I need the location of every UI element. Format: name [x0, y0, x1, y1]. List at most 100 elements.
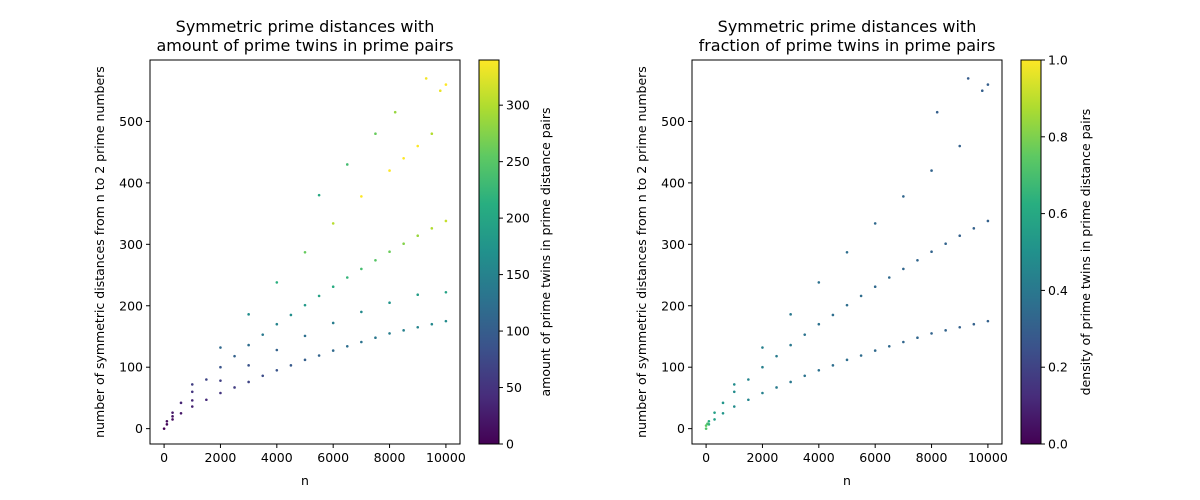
scatter-point — [190, 399, 194, 402]
x-tick-label: 4000 — [261, 450, 293, 465]
y-axis-label: number of symmetric distances from n to … — [92, 66, 107, 438]
colorbar-label: amount of prime twins in prime distance … — [538, 107, 553, 396]
scatter-point — [179, 401, 183, 405]
scatter-point — [360, 195, 363, 198]
scatter-point — [430, 227, 434, 230]
scatter-point — [393, 110, 397, 114]
scatter-point — [275, 348, 279, 352]
scatter-point — [247, 364, 250, 367]
scatter-point — [289, 364, 293, 367]
scatter-point — [171, 418, 174, 421]
scatter-point — [388, 169, 391, 172]
scatter-point — [930, 332, 933, 335]
scatter-point — [345, 276, 349, 279]
scatter-point — [331, 285, 335, 289]
scatter-point — [944, 329, 947, 332]
scatter-point — [388, 301, 391, 304]
scatter-point — [388, 250, 391, 253]
y-axis-label: number of symmetric distances from n to … — [634, 66, 649, 438]
scatter-point — [817, 281, 821, 284]
scatter-point — [761, 346, 764, 349]
scatter-point — [303, 251, 307, 254]
scatter-point — [873, 349, 877, 352]
x-tick-label: 4000 — [803, 450, 835, 465]
colorbar — [478, 59, 500, 445]
y-tick-label: 400 — [661, 175, 685, 190]
y-tick-label: 100 — [661, 360, 685, 375]
colorbar-tick-label: 100 — [506, 324, 530, 339]
scatter-point — [789, 343, 792, 347]
scatter-point — [713, 411, 716, 414]
scatter-point — [958, 325, 962, 329]
x-axis-label: n — [843, 473, 851, 488]
scatter-point — [747, 378, 750, 381]
scatter-point — [416, 325, 420, 329]
y-tick-label: 300 — [119, 237, 143, 252]
plot-area — [691, 59, 1003, 445]
colorbar-tick-label: 0 — [506, 437, 514, 452]
scatter-point — [916, 336, 919, 340]
scatter-point — [930, 250, 933, 253]
scatter-point — [374, 132, 377, 136]
scatter-point — [444, 219, 448, 223]
scatter-point — [247, 380, 250, 384]
scatter-point — [775, 354, 778, 358]
scatter-point — [303, 358, 307, 362]
chart-title-line: Symmetric prime distances with — [718, 17, 977, 36]
scatter-point — [374, 258, 377, 262]
scatter-point — [374, 336, 377, 340]
scatter-point — [732, 383, 736, 386]
chart-left: Symmetric prime distances with amount of … — [92, 17, 553, 488]
scatter-point — [190, 383, 194, 386]
scatter-point — [247, 343, 250, 347]
scatter-point — [944, 242, 947, 246]
scatter-point — [179, 411, 183, 415]
scatter-point — [859, 294, 863, 298]
scatter-point — [303, 334, 307, 338]
scatter-point — [713, 418, 716, 421]
scatter-point — [747, 398, 750, 402]
colorbar-ticks: 0.0 0.2 0.4 0.6 0.8 1.0 — [1041, 53, 1068, 452]
chart-title-line: Symmetric prime distances with — [176, 17, 435, 36]
scatter-point — [171, 411, 174, 414]
scatter-point — [845, 358, 849, 362]
scatter-point — [275, 281, 279, 284]
scatter-point — [360, 310, 363, 314]
scatter-point — [360, 267, 363, 271]
scatter-point — [761, 391, 764, 395]
scatter-point — [873, 285, 877, 289]
scatter-point — [916, 258, 919, 262]
y-tick-label: 0 — [135, 421, 143, 436]
scatter-point — [706, 422, 709, 426]
scatter-point — [775, 386, 778, 389]
scatter-point — [845, 303, 849, 307]
scatter-point — [444, 83, 448, 86]
scatter-point — [360, 340, 363, 344]
x-axis: 0 2000 4000 6000 8000 10000 — [702, 444, 1008, 465]
scatter-point — [424, 77, 428, 80]
scatter-point — [845, 251, 849, 254]
y-tick-label: 500 — [119, 114, 143, 129]
scatter-point — [233, 354, 236, 358]
x-tick-label: 2000 — [205, 450, 237, 465]
scatter-point — [803, 374, 807, 378]
y-tick-label: 100 — [119, 360, 143, 375]
scatter-point — [205, 398, 208, 402]
x-tick-label: 0 — [702, 450, 710, 465]
scatter-point — [887, 276, 891, 279]
chart-title-line: amount of prime twins in prime pairs — [156, 36, 453, 55]
scatter-point — [444, 290, 448, 294]
scatter-point — [831, 364, 835, 367]
scatter-point — [972, 322, 976, 326]
y-tick-label: 300 — [661, 237, 685, 252]
scatter-point — [986, 319, 990, 323]
scatter-point — [972, 227, 976, 230]
scatter-point — [261, 333, 265, 336]
points-layer — [704, 77, 990, 430]
colorbar-tick-label: 0.6 — [1048, 206, 1068, 221]
scatter-point — [331, 321, 335, 325]
scatter-point — [732, 390, 736, 394]
scatter-point — [902, 195, 905, 198]
scatter-point — [958, 234, 962, 238]
scatter-point — [902, 340, 905, 344]
